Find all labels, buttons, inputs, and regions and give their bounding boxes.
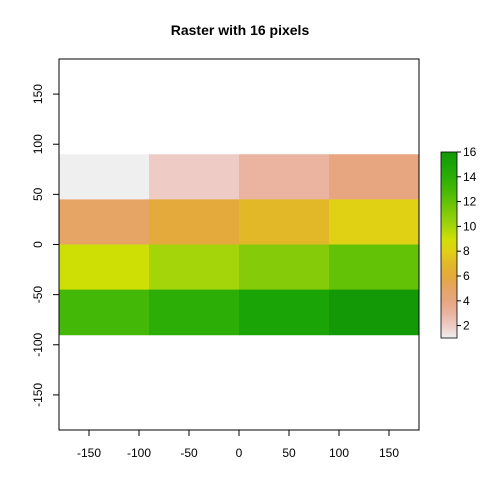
- legend-tick-label: 4: [463, 294, 470, 308]
- raster-cell-3-1: [59, 244, 150, 291]
- y-tick-label: -100: [31, 332, 45, 356]
- raster-cell-1-2: [149, 154, 240, 200]
- y-tick-label: -150: [31, 383, 45, 407]
- raster-cell-1-3: [239, 154, 330, 200]
- raster-cell-4-1: [59, 289, 150, 336]
- x-tick-label: -150: [77, 446, 101, 460]
- raster-cell-2-3: [239, 199, 330, 245]
- x-tick-label: 150: [379, 446, 399, 460]
- legend-tick-label: 8: [463, 244, 470, 258]
- raster-cell-3-3: [239, 244, 330, 291]
- x-tick-label: -50: [180, 446, 198, 460]
- x-axis: -150 -100 -50 0 50 100 150: [77, 429, 399, 460]
- legend-tick-label: 10: [463, 219, 477, 233]
- raster-cell-2-4: [329, 199, 420, 245]
- legend-tick-label: 2: [463, 319, 470, 333]
- y-tick-label: -50: [31, 286, 45, 304]
- chart-title: Raster with 16 pixels: [171, 22, 310, 38]
- y-tick-label: 150: [31, 84, 45, 104]
- y-tick-label: 50: [31, 187, 45, 201]
- legend-tick-label: 12: [463, 195, 477, 209]
- legend-tick-label: 14: [463, 170, 477, 184]
- y-tick-label: 100: [31, 134, 45, 154]
- legend-colorbar: [440, 151, 458, 339]
- raster-cells: [59, 154, 420, 336]
- raster-cell-4-2: [149, 289, 240, 336]
- x-tick-label: 100: [329, 446, 349, 460]
- raster-cell-2-1: [59, 199, 150, 245]
- raster-cell-4-3: [239, 289, 330, 336]
- raster-cell-1-1: [59, 154, 150, 200]
- legend-tick-label: 16: [463, 145, 477, 159]
- legend-tick-label: 6: [463, 269, 470, 283]
- x-tick-label: 0: [236, 446, 243, 460]
- raster-cell-3-2: [149, 244, 240, 291]
- raster-cell-2-2: [149, 199, 240, 245]
- y-tick-label: 0: [31, 241, 45, 248]
- x-tick-label: 50: [282, 446, 296, 460]
- raster-cell-1-4: [329, 154, 420, 200]
- x-tick-label: -100: [127, 446, 151, 460]
- raster-cell-3-4: [329, 244, 420, 291]
- y-axis: -150 -100 -50 0 50 100 150: [31, 84, 60, 407]
- color-legend: 2 4 6 8 10 12 14 16: [440, 145, 477, 339]
- raster-cell-4-4: [329, 289, 420, 336]
